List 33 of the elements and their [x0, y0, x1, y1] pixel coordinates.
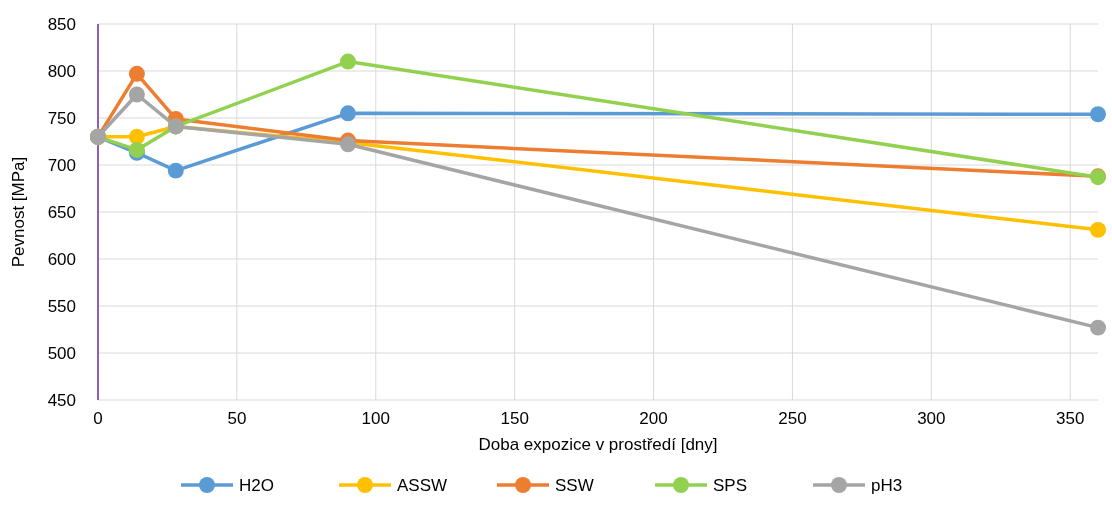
point: [1090, 221, 1106, 238]
x-tick-label: 50: [227, 409, 247, 428]
y-axis-title: Pevnost [MPa]: [9, 156, 28, 268]
y-tick-label: 850: [47, 14, 76, 34]
y-tick-label: 450: [47, 390, 76, 410]
legend-label: SSW: [555, 475, 594, 495]
x-tick-label: 100: [361, 409, 390, 428]
y-tick-label: 550: [47, 296, 76, 316]
y-tick-label: 600: [47, 249, 76, 269]
point: [340, 105, 356, 122]
x-tick-label: 250: [778, 409, 807, 428]
legend-label: ASSW: [397, 475, 448, 495]
y-tick-label: 650: [47, 202, 76, 222]
legend-label: SPS: [713, 475, 748, 495]
legend-label: pH3: [871, 475, 903, 495]
legend-label: H2O: [239, 475, 274, 495]
x-tick-label: 200: [639, 409, 668, 428]
point: [1090, 319, 1106, 336]
y-tick-label: 700: [47, 155, 76, 175]
point: [128, 128, 145, 145]
x-tick-label: 300: [917, 409, 946, 428]
y-tick-label: 500: [47, 343, 76, 363]
point: [340, 53, 356, 70]
point: [128, 86, 145, 103]
y-tick-label: 800: [47, 61, 76, 81]
point: [1090, 106, 1106, 123]
point: [128, 65, 145, 82]
y-tick-label: 750: [47, 108, 76, 128]
point: [167, 162, 184, 179]
x-axis-title: Doba expozice v prostředí [dny]: [478, 435, 718, 454]
x-tick-label: 150: [500, 409, 529, 428]
x-tick-label: 350: [1056, 409, 1085, 428]
x-tick-label: 0: [93, 409, 103, 428]
